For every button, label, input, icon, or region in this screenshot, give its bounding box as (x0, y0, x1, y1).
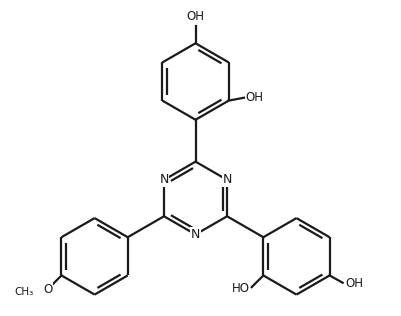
Text: N: N (190, 228, 200, 241)
Text: O: O (43, 283, 52, 296)
Text: CH₃: CH₃ (14, 287, 33, 297)
Text: N: N (159, 173, 168, 186)
Text: OH: OH (245, 91, 263, 104)
Text: OH: OH (186, 10, 204, 23)
Text: HO: HO (231, 282, 249, 295)
Text: N: N (222, 173, 231, 186)
Text: OH: OH (344, 277, 362, 290)
